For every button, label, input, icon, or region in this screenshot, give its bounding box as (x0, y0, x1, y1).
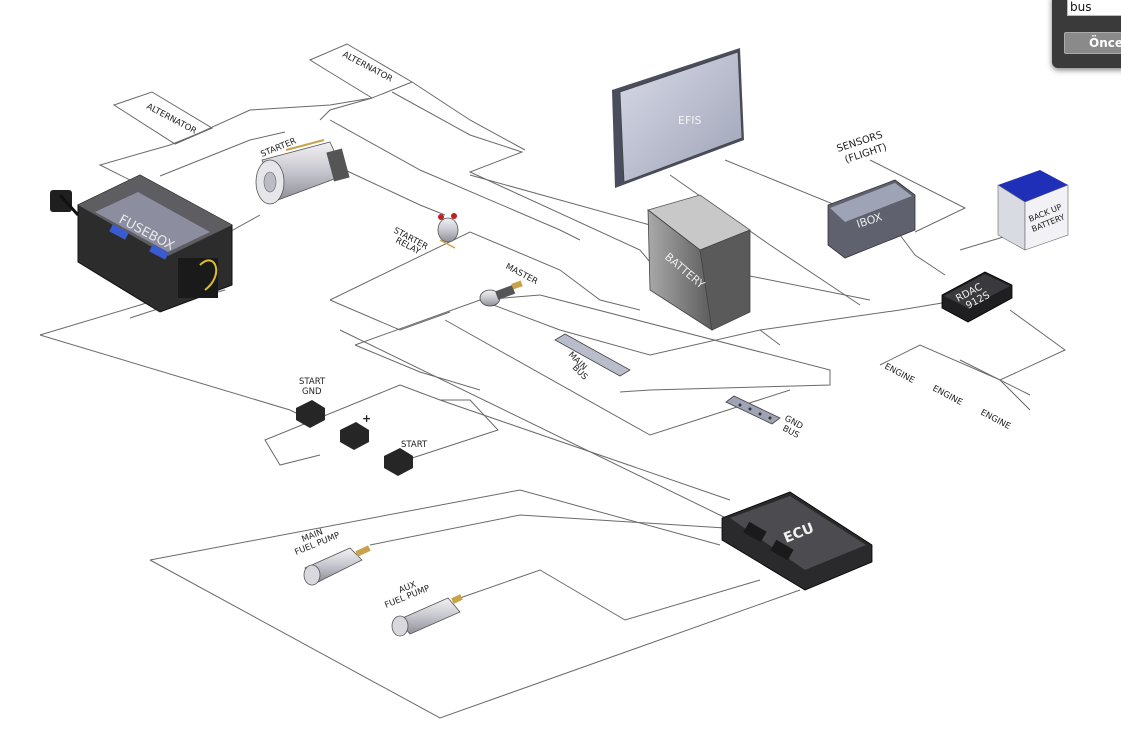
ecu (721, 491, 873, 591)
starter-relay (437, 213, 459, 249)
gnd-bus-bar (725, 395, 781, 425)
main-bus-bar (554, 333, 631, 377)
main-battery (647, 194, 751, 331)
efis-label: EFIS (678, 114, 702, 127)
ibox (827, 179, 916, 259)
start-gnd-switch (296, 400, 325, 428)
backup-battery (997, 170, 1069, 251)
engine-label-2: ENGINE (931, 384, 964, 408)
starter-motor (255, 139, 350, 205)
plus-switch (340, 422, 369, 450)
aux-fuel-pump (391, 594, 463, 637)
find-input[interactable]: bus (1067, 0, 1121, 16)
wire-harness (39, 43, 1066, 719)
efis-display (612, 48, 744, 188)
master-switch (479, 280, 523, 307)
plus-label: + (362, 412, 371, 425)
rdac-module (941, 271, 1013, 323)
start-label: START (401, 440, 428, 450)
start-gnd-label-1: START (299, 377, 326, 387)
alternator-left-label: ALTERNATOR (145, 102, 198, 137)
engine-label-1: ENGINE (883, 362, 916, 386)
fusebox (50, 174, 233, 313)
start-switch (384, 448, 413, 476)
find-in-page-popup: bus Önceki (1052, 0, 1121, 68)
find-previous-button[interactable]: Önceki (1064, 32, 1121, 54)
start-gnd-label-2: GND (302, 387, 322, 397)
main-fuel-pump (303, 545, 371, 586)
engine-label-3: ENGINE (979, 408, 1012, 432)
